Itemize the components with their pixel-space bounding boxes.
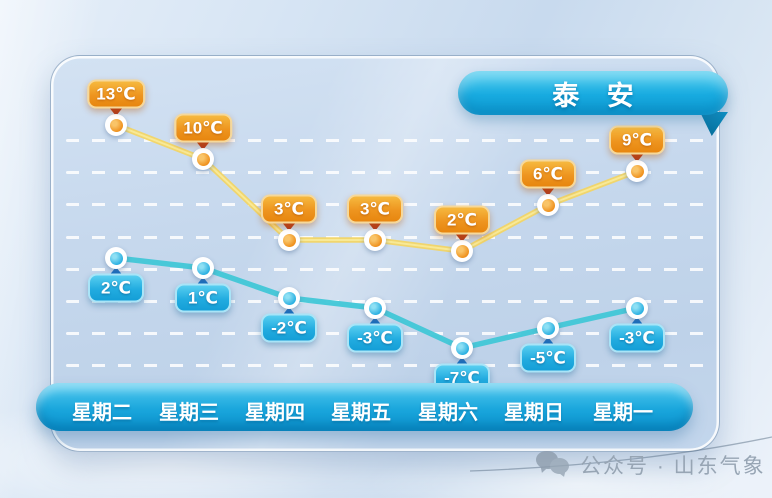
label-pointer-high [195,140,211,150]
gridline [66,171,704,174]
data-point-low [451,337,473,359]
day-label: 星期一 [593,402,653,424]
day-label: 星期六 [418,402,478,424]
temp-label-low: -5℃ [520,343,576,373]
temp-label-low: -3℃ [609,323,665,353]
city-title: 泰 安 [552,80,644,111]
label-pointer-high [540,186,556,196]
label-pointer-low [108,267,124,277]
data-point-high [537,194,559,216]
data-point-low [105,247,127,269]
label-pointer-low [195,277,211,287]
data-point-high [364,229,386,251]
day-label: 星期三 [159,402,219,424]
label-pointer-low [281,307,297,317]
label-pointer-high [367,221,383,231]
label-pointer-low [540,337,556,347]
temp-label-low: 1℃ [175,283,231,313]
day-label: 星期四 [245,402,305,424]
label-pointer-high [281,221,297,231]
temp-label-low: 2℃ [88,273,144,303]
data-point-low [537,317,559,339]
gridline [66,268,704,271]
data-point-high [626,160,648,182]
day-label: 星期日 [504,402,564,424]
gridline [66,300,704,303]
data-point-low [278,287,300,309]
temp-label-high: 2℃ [434,205,490,235]
label-pointer-high [454,232,470,242]
temp-label-high: 9℃ [609,125,665,155]
day-label: 星期二 [72,402,132,424]
data-point-high [451,240,473,262]
wechat-icon [536,451,572,479]
gridline [66,364,704,367]
gridline [66,139,704,142]
data-point-low [626,297,648,319]
data-point-low [364,297,386,319]
watermark: 公众号 · 山东气象 [536,450,766,480]
label-pointer-low [629,317,645,327]
data-point-high [278,229,300,251]
temp-label-high: 3℃ [347,194,403,224]
temp-label-high: 6℃ [520,159,576,189]
label-pointer-low [454,357,470,367]
city-banner: 泰 安 [458,71,728,115]
data-point-high [192,148,214,170]
data-point-high [105,114,127,136]
temp-label-low: -3℃ [347,323,403,353]
day-label: 星期五 [331,402,391,424]
label-pointer-low [367,317,383,327]
temp-label-low: -2℃ [261,313,317,343]
temp-label-high: 13℃ [87,79,145,109]
temp-label-high: 3℃ [261,194,317,224]
label-pointer-high [108,106,124,116]
label-pointer-high [629,152,645,162]
data-point-low [192,257,214,279]
watermark-text: 公众号 · 山东气象 [580,455,766,478]
day-axis-bar: 星期二 星期三 星期四 星期五 星期六 星期日 星期一 [36,383,693,431]
temp-label-high: 10℃ [174,113,232,143]
